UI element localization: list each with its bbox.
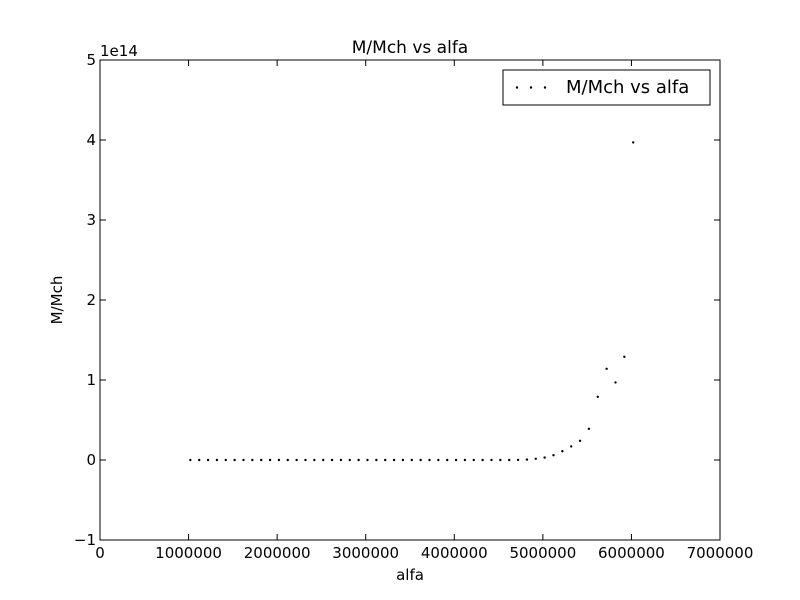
x-tick-label: 6000000 xyxy=(598,544,665,562)
y-tick-label: 0 xyxy=(86,451,96,469)
data-point xyxy=(481,458,484,462)
y-tick-label: 2 xyxy=(86,291,96,309)
y-tick-label: 3 xyxy=(86,211,96,229)
data-point xyxy=(224,458,227,462)
data-point xyxy=(428,458,431,462)
legend: M/Mch vs alfa xyxy=(502,69,711,106)
data-point xyxy=(384,458,387,462)
data-point xyxy=(286,458,289,462)
data-point xyxy=(348,458,351,462)
data-points xyxy=(189,141,635,462)
data-point xyxy=(499,458,502,462)
legend-label: M/Mch vs alfa xyxy=(566,77,689,98)
data-point xyxy=(330,458,334,462)
data-point xyxy=(277,458,281,462)
x-tick-label: 2000000 xyxy=(244,544,311,562)
data-point xyxy=(437,458,440,462)
data-point xyxy=(543,456,546,459)
data-point xyxy=(570,445,573,448)
data-point xyxy=(561,450,564,453)
data-point xyxy=(463,458,467,462)
data-point xyxy=(313,458,316,462)
y-tick-label: 1 xyxy=(86,371,96,389)
data-point xyxy=(366,458,369,462)
data-point xyxy=(605,367,608,370)
plot-frame xyxy=(99,59,721,541)
data-point xyxy=(215,458,219,462)
x-ticks: 0 1000000 2000000 3000000 4000000 5000000 6000… xyxy=(95,60,753,562)
data-point xyxy=(623,355,626,358)
data-point xyxy=(516,458,520,462)
data-point xyxy=(206,458,210,462)
data-point xyxy=(596,395,599,398)
data-point xyxy=(392,458,396,462)
x-tick-label: 4000000 xyxy=(421,544,488,562)
legend-marker xyxy=(543,86,547,89)
y-offset-label: 1e14 xyxy=(100,42,138,60)
data-point xyxy=(614,381,617,384)
x-tick-label: 7000000 xyxy=(687,544,754,562)
data-point xyxy=(322,458,325,462)
data-point xyxy=(198,458,201,462)
data-point xyxy=(242,458,245,462)
data-point xyxy=(578,439,582,442)
data-point xyxy=(233,458,236,462)
y-tick-label: 4 xyxy=(86,131,96,149)
data-point xyxy=(401,458,405,462)
data-point xyxy=(304,458,307,462)
data-point xyxy=(534,457,537,460)
x-tick-label: 5000000 xyxy=(509,544,576,562)
data-point xyxy=(525,458,529,461)
data-point xyxy=(490,458,493,462)
data-point xyxy=(587,427,591,430)
y-ticks: −1 0 1 2 3 4 5 xyxy=(74,51,720,549)
y-axis-label: M/Mch xyxy=(48,276,66,325)
data-point xyxy=(472,458,475,462)
data-point xyxy=(454,458,458,462)
data-point xyxy=(375,458,378,462)
data-point xyxy=(251,458,254,462)
data-point xyxy=(410,458,413,462)
y-tick-label: 5 xyxy=(86,51,96,69)
data-point xyxy=(268,458,272,462)
data-point xyxy=(419,458,422,462)
data-point xyxy=(446,458,449,462)
x-tick-label: 1000000 xyxy=(155,544,222,562)
legend-box xyxy=(502,69,711,106)
data-point xyxy=(508,458,511,462)
legend-marker xyxy=(529,86,533,89)
data-point xyxy=(357,458,360,462)
legend-marker xyxy=(515,86,519,89)
chart-title: M/Mch vs alfa xyxy=(352,38,468,58)
data-point xyxy=(552,454,555,457)
x-tick-label: 0 xyxy=(95,544,105,562)
data-point xyxy=(260,458,263,462)
x-axis-label: alfa xyxy=(396,566,424,584)
data-point xyxy=(339,458,343,462)
x-tick-label: 3000000 xyxy=(332,544,399,562)
data-point xyxy=(295,458,298,462)
data-point xyxy=(189,458,192,462)
data-point xyxy=(632,141,635,144)
y-tick-label: −1 xyxy=(74,531,96,549)
